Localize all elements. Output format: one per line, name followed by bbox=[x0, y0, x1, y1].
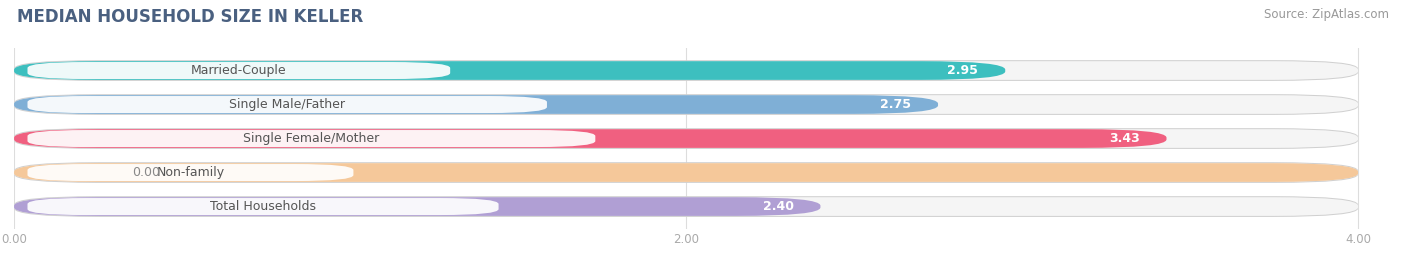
Text: Source: ZipAtlas.com: Source: ZipAtlas.com bbox=[1264, 8, 1389, 21]
FancyBboxPatch shape bbox=[14, 129, 1358, 148]
FancyBboxPatch shape bbox=[14, 197, 1358, 216]
FancyBboxPatch shape bbox=[14, 163, 1358, 182]
FancyBboxPatch shape bbox=[14, 163, 1358, 182]
FancyBboxPatch shape bbox=[14, 162, 1358, 183]
FancyBboxPatch shape bbox=[28, 96, 547, 113]
Text: Total Households: Total Households bbox=[209, 200, 316, 213]
FancyBboxPatch shape bbox=[14, 60, 1358, 81]
FancyBboxPatch shape bbox=[14, 128, 1358, 149]
Text: 2.75: 2.75 bbox=[880, 98, 911, 111]
Text: Single Female/Mother: Single Female/Mother bbox=[243, 132, 380, 145]
FancyBboxPatch shape bbox=[28, 130, 595, 147]
FancyBboxPatch shape bbox=[14, 129, 1167, 148]
FancyBboxPatch shape bbox=[14, 196, 1358, 217]
FancyBboxPatch shape bbox=[14, 95, 938, 114]
Text: MEDIAN HOUSEHOLD SIZE IN KELLER: MEDIAN HOUSEHOLD SIZE IN KELLER bbox=[17, 8, 363, 26]
Text: 0.00: 0.00 bbox=[132, 166, 160, 179]
FancyBboxPatch shape bbox=[14, 61, 1358, 80]
Text: Non-family: Non-family bbox=[156, 166, 225, 179]
FancyBboxPatch shape bbox=[14, 94, 1358, 115]
FancyBboxPatch shape bbox=[28, 164, 353, 181]
FancyBboxPatch shape bbox=[28, 62, 450, 79]
Text: 3.43: 3.43 bbox=[1109, 132, 1140, 145]
FancyBboxPatch shape bbox=[14, 95, 1358, 114]
FancyBboxPatch shape bbox=[28, 198, 499, 215]
Text: Single Male/Father: Single Male/Father bbox=[229, 98, 346, 111]
Text: 2.95: 2.95 bbox=[948, 64, 979, 77]
Text: 2.40: 2.40 bbox=[762, 200, 793, 213]
FancyBboxPatch shape bbox=[14, 61, 1005, 80]
Text: Married-Couple: Married-Couple bbox=[191, 64, 287, 77]
FancyBboxPatch shape bbox=[14, 197, 821, 216]
